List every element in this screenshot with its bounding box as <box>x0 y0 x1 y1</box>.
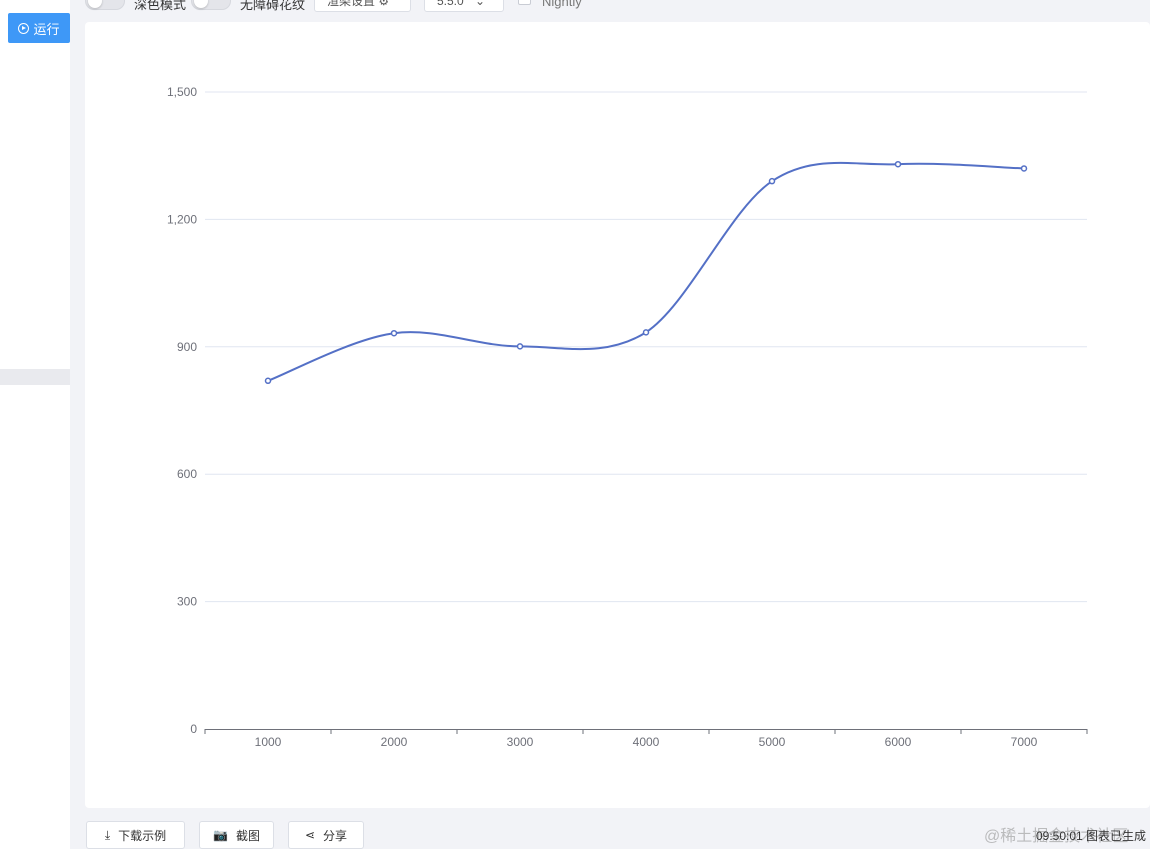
download-label: 下载示例 <box>118 828 167 843</box>
no-barrier-label: 无障碍花纹 <box>240 0 306 12</box>
screenshot-label: 截图 <box>235 828 260 843</box>
no-barrier-toggle[interactable] <box>191 0 231 10</box>
top-toolbar: 深色模式 无障碍花纹 渲染设置 ⚙ 5.5.0 ⌄ Nightly <box>70 0 1150 22</box>
render-settings-label: 渲染设置 <box>327 0 376 8</box>
nightly-label: Nightly <box>542 0 582 9</box>
share-button[interactable]: ⋖ 分享 <box>288 821 364 849</box>
share-icon: ⋖ <box>304 828 316 842</box>
dark-mode-toggle[interactable] <box>85 0 125 10</box>
chart-panel <box>85 22 1150 808</box>
render-settings-button[interactable]: 渲染设置 ⚙ <box>314 0 411 12</box>
chevron-down-icon: ⌄ <box>475 0 486 8</box>
camera-icon: 📷 <box>213 828 228 842</box>
left-sidebar: 运行 <box>0 0 70 849</box>
screenshot-button[interactable]: 📷 截图 <box>199 821 274 849</box>
download-example-button[interactable]: ⤓ 下载示例 <box>86 821 185 849</box>
download-icon: ⤓ <box>104 827 111 842</box>
gear-icon: ⚙ <box>378 0 390 8</box>
version-value: 5.5.0 <box>437 0 464 8</box>
play-circle-icon <box>18 22 30 34</box>
run-button-label: 运行 <box>33 21 60 37</box>
run-button[interactable]: 运行 <box>8 13 70 43</box>
sidebar-divider <box>0 369 70 385</box>
dark-mode-label: 深色模式 <box>134 0 187 12</box>
nightly-checkbox[interactable] <box>518 0 531 5</box>
watermark: @稀土掘金技术社区 <box>984 828 1129 845</box>
share-label: 分享 <box>323 828 348 843</box>
version-select[interactable]: 5.5.0 ⌄ <box>424 0 504 12</box>
status-text: 09:50:01 图表已生成 <box>1036 829 1147 843</box>
